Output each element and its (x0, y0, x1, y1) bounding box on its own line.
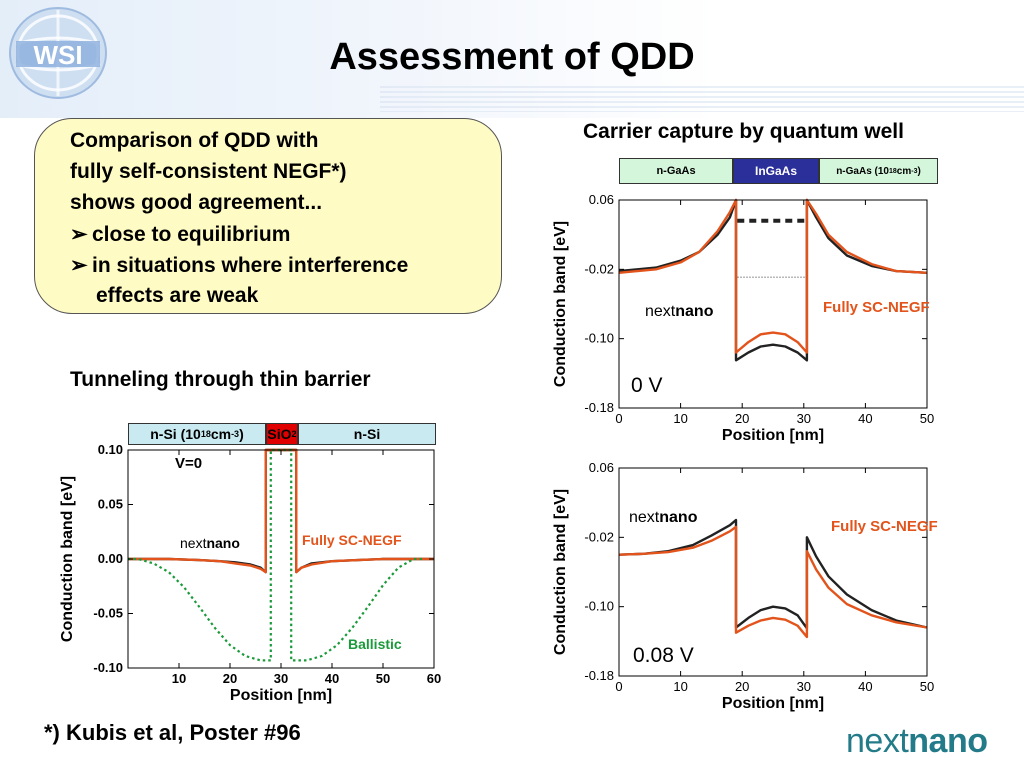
series-line-fully-sc-negf (618, 198, 928, 354)
y-tick-label: -0.10 (584, 331, 614, 346)
y-tick-label: -0.02 (584, 529, 614, 544)
summary-bullet-2-cont: effects are weak (96, 284, 259, 307)
x-tick-label: 30 (797, 679, 811, 694)
header-stripes (380, 86, 1024, 112)
layer-n-gaas-left: n-GaAs (619, 158, 733, 184)
x-tick-label: 10 (673, 411, 687, 426)
series-line-nextnano (128, 448, 434, 574)
series-line-fully-sc-negf (618, 525, 928, 639)
y-axis-label: Conduction band [eV] (59, 476, 76, 642)
summary-box: Comparison of QDD with fully self-consis… (34, 118, 502, 314)
y-tick-label: 0.06 (589, 192, 614, 207)
arrow-bullet-icon: ➢ (70, 223, 88, 246)
legend-nextnano: nextnano (629, 509, 698, 526)
series-line-fully-sc-negf (128, 448, 434, 574)
tunneling-chart: 0.10 0.05 0.00 -0.05 -0.10 10 20 30 40 50 60 Positi… (59, 442, 441, 704)
x-tick-label: 50 (376, 671, 390, 686)
x-tick-label: 40 (858, 411, 872, 426)
x-tick-label: 40 (858, 679, 872, 694)
x-tick-label: 20 (735, 411, 749, 426)
bullet-1-text: close to equilibrium (92, 223, 291, 246)
footnote: *) Kubis et al, Poster #96 (44, 720, 301, 745)
summary-line-2: fully self-consistent NEGF*) (70, 160, 347, 183)
layer-n-si-left: n-Si (10 18 cm -3) (128, 423, 266, 445)
x-tick-label: 10 (673, 679, 687, 694)
x-tick-label: 0 (615, 679, 622, 694)
voltage-label: V=0 (175, 455, 202, 472)
legend-negf: Fully SC-NEGF (302, 532, 402, 548)
series-line-nextnano (618, 198, 928, 362)
bullet-2-text: in situations where interference (92, 254, 409, 277)
legend-ballistic: Ballistic (348, 636, 402, 652)
arrow-bullet-icon: ➢ (70, 254, 88, 277)
x-tick-label: 60 (427, 671, 441, 686)
y-tick-label: -0.18 (584, 668, 614, 683)
tunneling-heading: Tunneling through thin barrier (70, 368, 371, 391)
x-tick-label: 30 (274, 671, 288, 686)
summary-bullet-2: ➢ in situations where interference (70, 253, 408, 278)
voltage-label: 0 V (631, 374, 663, 397)
y-tick-label: 0.00 (98, 551, 123, 566)
y-axis-label: Conduction band [eV] (552, 221, 569, 387)
layer-n-gaas-right: n-GaAs (10 18 cm -3) (819, 158, 938, 184)
legend-nextnano: nextnano (180, 535, 240, 551)
y-tick-label: -0.18 (584, 400, 614, 415)
legend-negf: Fully SC-NEGF (831, 518, 938, 535)
y-tick-label: -0.02 (584, 261, 614, 276)
well-chart-008v: 0.06 -0.02 -0.10 -0.180 10 20 30 40 50 Position [… (552, 460, 938, 712)
y-tick-label: -0.05 (93, 606, 123, 621)
x-axis-label: Position [nm] (722, 427, 824, 444)
x-tick-label: 30 (797, 411, 811, 426)
plot-frame (618, 467, 928, 677)
x-axis-label: Position [nm] (230, 687, 332, 704)
x-tick-label: 10 (172, 671, 186, 686)
series-line-nextnano (618, 518, 928, 630)
x-tick-label: 50 (920, 411, 934, 426)
legend-nextnano: nextnano (645, 303, 714, 320)
x-axis-label: Position [nm] (722, 695, 824, 712)
series-line-ballistic (128, 448, 424, 662)
y-tick-label: 0.06 (589, 460, 614, 475)
summary-line-3: shows good agreement... (70, 191, 323, 214)
slide-title: Assessment of QDD (329, 36, 695, 78)
y-tick-label: -0.10 (584, 599, 614, 614)
wsi-logo: WSI (9, 7, 107, 99)
voltage-label: 0.08 V (633, 644, 694, 667)
layer-ingaas: InGaAs (733, 158, 819, 184)
y-axis-label: Conduction band [eV] (552, 489, 569, 655)
y-tick-label: 0.10 (98, 442, 123, 457)
summary-bullet-1: ➢ close to equilibrium (70, 222, 290, 247)
summary-line-1: Comparison of QDD with (70, 129, 319, 152)
x-tick-label: 50 (920, 679, 934, 694)
y-tick-label: -0.10 (93, 660, 123, 675)
layer-n-si-right: n-Si (298, 423, 436, 445)
x-tick-label: 20 (223, 671, 237, 686)
x-tick-label: 0 (615, 411, 622, 426)
y-tick-label: 0.05 (98, 497, 123, 512)
capture-heading: Carrier capture by quantum well (583, 120, 904, 143)
nextnano-logo: nextnano (846, 722, 988, 760)
plot-frame (618, 199, 928, 409)
logo-text: WSI (33, 40, 82, 70)
x-tick-label: 20 (735, 679, 749, 694)
legend-negf: Fully SC-NEGF (823, 299, 930, 316)
x-tick-label: 40 (325, 671, 339, 686)
layer-sio2: SiO 2 (266, 423, 298, 445)
well-chart-0v: 0.06 -0.02 -0.10 -0.180 10 20 30 40 50 Position [… (552, 192, 934, 444)
